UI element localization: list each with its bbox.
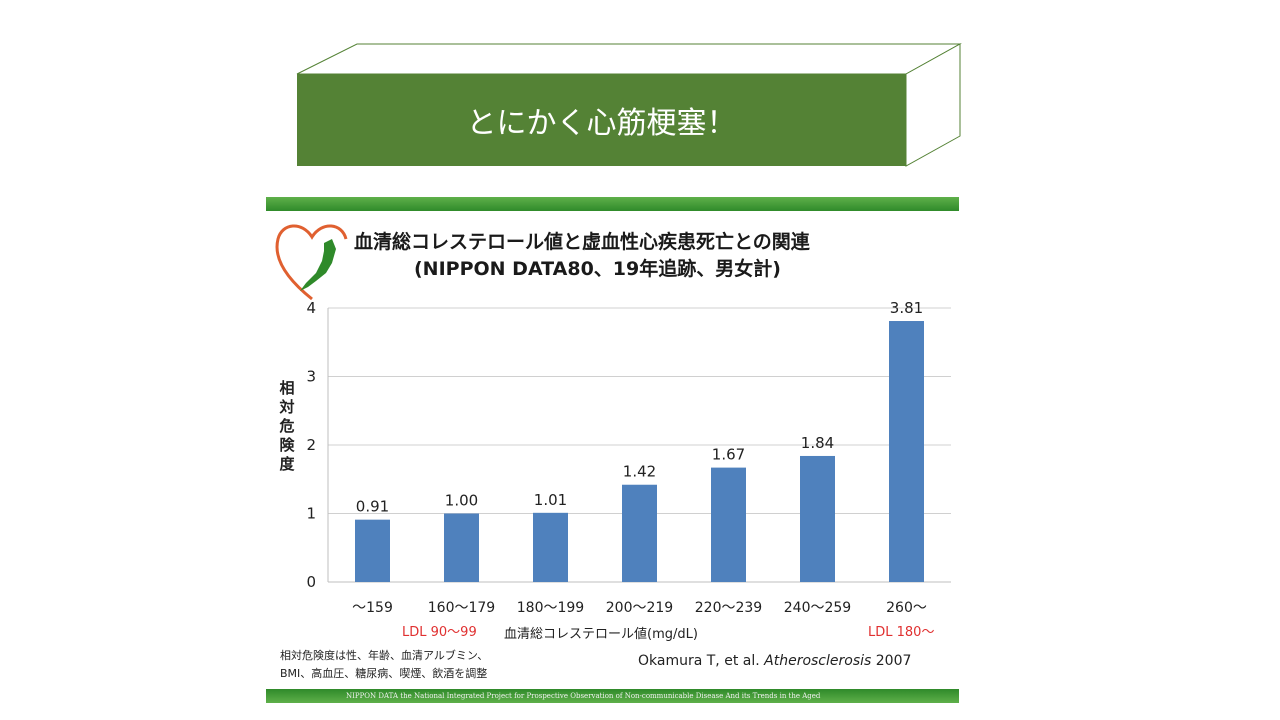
bar bbox=[889, 321, 924, 582]
bar-chart: 0 1 2 3 4 0.91 ～159 1.00 160～179 1.01 180～199 1.42 2… bbox=[306, 299, 951, 616]
banner-front-face bbox=[297, 74, 906, 166]
citation-prefix: Okamura T, et al. bbox=[638, 653, 765, 669]
note-line-2: BMI、高血圧、糖尿病、喫煙、飲酒を調整 bbox=[280, 667, 488, 680]
bar-value-label: 1.67 bbox=[712, 446, 745, 464]
citation-year: 2007 bbox=[871, 653, 912, 669]
x-tick-label: ～159 bbox=[352, 600, 393, 616]
bar-value-label: 1.01 bbox=[534, 491, 567, 509]
bar bbox=[355, 519, 390, 582]
banner-top-face bbox=[296, 43, 962, 75]
y-axis-label: 相対危険度 bbox=[279, 379, 295, 473]
bar-value-label: 1.00 bbox=[445, 492, 478, 510]
chart-subtitle: (NIPPON DATA80、19年追跡、男女計) bbox=[414, 258, 781, 280]
y-tick-label: 3 bbox=[306, 368, 316, 386]
nippon-data-logo-icon bbox=[275, 224, 348, 301]
ldl-annotation-left: LDL 90～99 bbox=[402, 625, 477, 640]
bar bbox=[622, 484, 657, 582]
y-tick-label: 0 bbox=[306, 573, 316, 591]
bar-value-label: 1.42 bbox=[623, 463, 656, 481]
bar bbox=[711, 467, 746, 582]
ldl-annotation-right: LDL 180～ bbox=[868, 625, 935, 640]
x-tick-label: 180～199 bbox=[517, 600, 584, 616]
x-tick-label: 200～219 bbox=[606, 600, 673, 616]
x-tick-label: 240～259 bbox=[784, 600, 851, 616]
adjustment-note: 相対危険度は性、年齢、血清アルブミン、 BMI、高血圧、糖尿病、喫煙、飲酒を調整 bbox=[280, 647, 540, 683]
bar-value-label: 3.81 bbox=[890, 299, 923, 317]
note-line-1: 相対危険度は性、年齢、血清アルブミン、 bbox=[280, 649, 489, 662]
chart-title: 血清総コレステロール値と虚血性心疾患死亡との関連 bbox=[354, 231, 810, 253]
bar-value-label: 0.91 bbox=[356, 498, 389, 516]
x-tick-label: 160～179 bbox=[428, 600, 495, 616]
citation: Okamura T, et al. Atherosclerosis 2007 bbox=[638, 653, 911, 669]
y-tick-label: 1 bbox=[306, 505, 316, 523]
slide-top-bar bbox=[266, 197, 959, 211]
bar bbox=[533, 512, 568, 582]
citation-journal: Atherosclerosis bbox=[764, 653, 872, 669]
bar-value-label: 1.84 bbox=[801, 434, 834, 452]
x-tick-label: 260～ bbox=[886, 600, 927, 616]
y-tick-label: 4 bbox=[306, 299, 316, 317]
slide-footer-bar: NIPPON DATA the National Integrated Proj… bbox=[266, 689, 959, 703]
chart-slide: 血清総コレステロール値と虚血性心疾患死亡との関連 (NIPPON DATA80、… bbox=[266, 197, 959, 703]
banner-box bbox=[296, 43, 962, 167]
bar bbox=[800, 455, 835, 582]
x-axis-label: 血清総コレステロール値(mg/dL) bbox=[504, 627, 698, 642]
banner-title: とにかく心筋梗塞！ bbox=[466, 106, 737, 141]
bar bbox=[444, 513, 479, 582]
y-tick-label: 2 bbox=[306, 436, 316, 454]
x-tick-label: 220～239 bbox=[695, 600, 762, 616]
